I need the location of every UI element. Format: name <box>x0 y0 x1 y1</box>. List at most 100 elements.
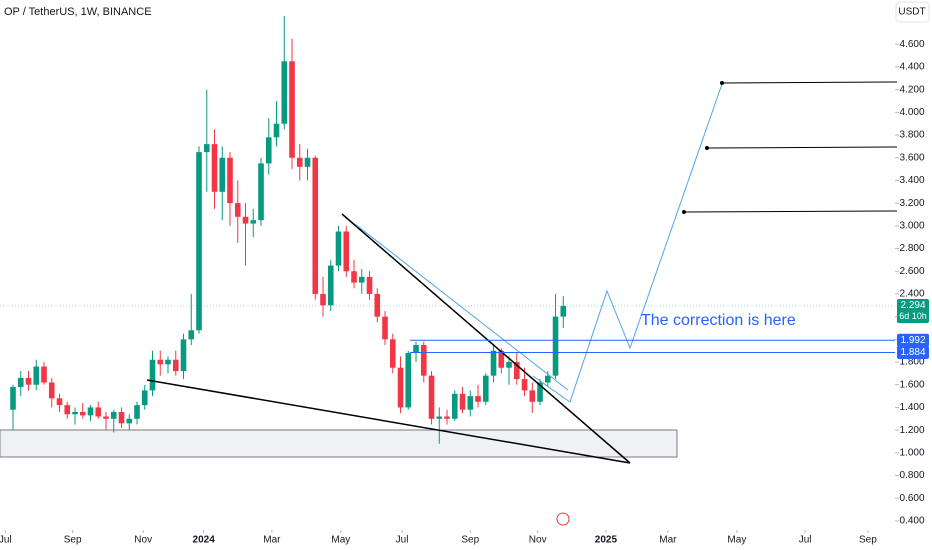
candle-body <box>397 367 404 408</box>
candle-body <box>219 157 226 192</box>
projection <box>532 83 723 403</box>
level-label: 1.992 <box>900 335 925 346</box>
chart-title: OP / TetherUS, 1W, BINANCE <box>4 6 152 18</box>
candle-body <box>475 396 481 402</box>
candle-body <box>296 157 303 167</box>
y-tick-label: 3.400 <box>899 175 924 186</box>
candle-body <box>560 305 567 317</box>
candle-body <box>335 231 342 266</box>
last-price-tag <box>897 298 929 323</box>
candle-body <box>513 362 520 380</box>
candle-body <box>126 418 133 424</box>
x-tick-label: May <box>727 535 746 546</box>
y-tick-label: 0.800 <box>899 470 924 481</box>
target-line <box>683 210 898 213</box>
candle-body <box>25 377 32 385</box>
candle-body <box>444 416 450 419</box>
y-tick-label: 2.400 <box>899 289 924 300</box>
y-tick-label: 4.000 <box>899 107 924 118</box>
candle-body <box>459 393 466 410</box>
candle-body <box>203 144 210 153</box>
candle-body <box>544 375 551 383</box>
candle-body <box>95 407 102 417</box>
candle-body <box>118 411 125 424</box>
candle-body <box>180 339 187 372</box>
candle-body <box>320 293 326 306</box>
y-tick-label: 1.800 <box>899 357 924 368</box>
candle-body <box>258 163 264 221</box>
candle-body <box>79 411 86 416</box>
candle-body <box>72 411 78 415</box>
candle-body <box>196 152 202 331</box>
y-tick-label: 2.800 <box>899 243 924 254</box>
candle-body <box>64 405 71 415</box>
y-tick-label: 1.400 <box>899 402 924 413</box>
x-tick-label: Nov <box>134 535 152 546</box>
candle-body <box>552 316 559 376</box>
y-tick-label: 2.600 <box>899 266 924 277</box>
candle-body <box>343 231 350 272</box>
currency-box[interactable] <box>895 1 930 23</box>
y-tick-label: 3.600 <box>899 152 924 163</box>
target-line <box>706 146 898 149</box>
candle-body <box>234 203 241 217</box>
target-dot <box>682 210 686 214</box>
candle-body <box>389 339 396 368</box>
trendline <box>341 213 631 464</box>
candle-body <box>467 396 474 410</box>
currency: USDT <box>898 7 925 18</box>
candle-body <box>211 144 218 192</box>
candle-body <box>537 382 543 402</box>
candle-body <box>265 137 272 164</box>
x-tick-label: 2025 <box>595 535 618 546</box>
candle-body <box>482 375 489 402</box>
annotation: The correction is here <box>641 312 796 329</box>
x-tick-label: Jul <box>799 535 812 546</box>
y-tick-label: 1.000 <box>899 447 924 458</box>
candle-body <box>250 220 257 224</box>
candle-body <box>506 362 512 368</box>
level-tag <box>897 346 929 360</box>
candle-body <box>374 293 381 317</box>
candle-body <box>157 359 164 365</box>
candle-body <box>312 157 319 294</box>
candle-body <box>103 416 109 419</box>
candle-body <box>134 405 140 419</box>
y-tick-label: 1.600 <box>899 379 924 390</box>
y-tick-label: 3.200 <box>899 198 924 209</box>
y-tick-label: 4.600 <box>899 39 924 50</box>
candle-body <box>490 350 497 376</box>
candle-body <box>188 330 195 340</box>
y-tick-label: 4.200 <box>899 84 924 95</box>
drawings <box>146 81 898 526</box>
candle-body <box>48 382 55 399</box>
y-tick-label: 3.000 <box>899 220 924 231</box>
x-tick-label: Sep <box>64 535 82 546</box>
last-price-label: 2.294 <box>900 300 925 311</box>
trendline <box>146 379 631 464</box>
candle-body <box>10 387 16 410</box>
level-tag <box>897 333 929 347</box>
candle-body <box>351 271 357 283</box>
x-tick-label: Mar <box>263 535 281 546</box>
candle-body <box>382 316 388 340</box>
x-tick-label: Sep <box>461 535 479 546</box>
y-tick-label: 3.800 <box>899 130 924 141</box>
level-label: 1.884 <box>900 347 925 358</box>
candle-body <box>304 157 311 167</box>
candle-body <box>87 407 94 416</box>
candle-body <box>149 359 156 391</box>
candle-body <box>289 61 295 158</box>
candle-body <box>141 390 148 406</box>
candle-body <box>242 216 249 224</box>
candle-body <box>41 366 47 383</box>
candle-body <box>529 390 536 402</box>
x-tick-label: Jul <box>0 535 12 546</box>
y-tick-label: 0.400 <box>899 516 924 527</box>
candle-body <box>33 366 40 385</box>
candle-body <box>413 345 419 353</box>
event-icon[interactable] <box>556 512 570 526</box>
candle-body <box>172 359 179 372</box>
countdown: 6d 10h <box>899 311 927 321</box>
candle-body <box>281 61 288 124</box>
